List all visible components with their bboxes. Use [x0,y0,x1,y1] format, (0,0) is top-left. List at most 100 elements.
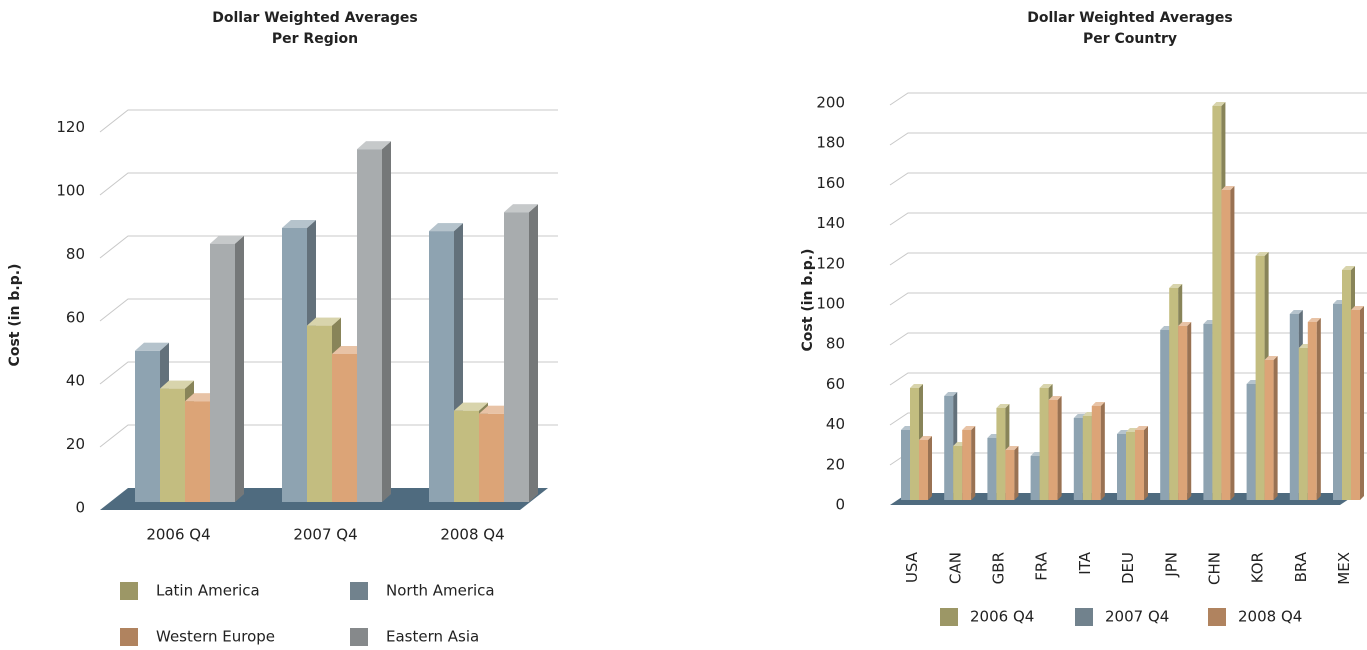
x-tick-label: 2007 Q4 [293,526,357,544]
bar [1126,432,1135,500]
bar [1030,456,1040,500]
bar [987,438,997,500]
bar-top-shade [160,380,194,389]
y-tick-label: 200 [816,94,845,112]
bars [135,141,538,502]
legend-swatch-shade [940,608,958,626]
bar-top [910,384,923,388]
y-tick-label: 120 [816,254,845,272]
bar-top-shade [1135,426,1148,430]
x-tick-label: GBR [990,552,1008,584]
bar [953,446,963,500]
legend-label: Eastern Asia [386,628,479,646]
legend-label: 2007 Q4 [1105,608,1169,626]
bar [1135,430,1144,500]
bar [910,388,919,500]
bar-top-shade [1212,102,1226,106]
bar [1048,400,1058,500]
bar [1342,270,1351,500]
bar-side-shade [1230,186,1235,500]
bar-top [210,235,244,244]
legend-swatch-shade [120,582,138,600]
bar [429,231,454,502]
y-tick-label: 20 [826,455,845,473]
chart-title: Dollar Weighted Averages [212,10,418,26]
bar-top [357,141,391,150]
bar-side [235,235,244,502]
bar-top-shade [919,436,932,440]
bar-3d [1264,356,1278,500]
bar-top [1039,384,1053,388]
legend-swatch [350,582,368,600]
bar-top-shade [454,402,488,411]
bar-3d [1135,426,1148,500]
bar-3d [135,342,169,502]
bar-top [504,204,538,213]
y-tick-label: 20 [66,435,85,453]
x-tick-label: CHN [1206,552,1224,585]
y-tick-label: 160 [816,174,845,192]
bar-top [1169,284,1183,288]
y-tick-label: 0 [75,499,85,517]
bar [1160,330,1170,500]
bar-top [996,404,1010,408]
bar [1178,326,1188,500]
bar [357,149,382,502]
legend-label: 2008 Q4 [1238,608,1302,626]
bar-top-shade [307,317,341,326]
bar-top [135,342,169,351]
x-tick-label: 2006 Q4 [146,526,210,544]
bar-3d [1307,318,1321,500]
bar [1039,388,1049,500]
y-tick-label: 100 [816,295,845,313]
bar [135,350,160,502]
bar [185,401,210,502]
bar-top-shade [1091,402,1105,406]
bar-top [1005,446,1019,450]
bar-3d [919,436,932,500]
grid-line [99,172,558,196]
grid-line [889,92,1367,106]
x-tick-label: FRA [1033,551,1051,580]
bar-top [1307,318,1321,322]
bar [454,410,479,502]
bar-side [1316,318,1321,500]
bar [944,396,954,500]
bar-top [160,380,194,389]
bar [332,353,357,502]
bar-3d [1351,306,1364,500]
chart: Dollar Weighted Averages Per Country Cost … [800,10,1367,626]
bar-top [1255,252,1269,256]
bar [962,430,972,500]
y-axis-title: Cost (in b.p.) [800,249,816,352]
bar-side-shade [1273,356,1278,500]
bar-side [1057,396,1062,500]
bar [1333,304,1342,500]
grid-line [99,361,558,385]
bar-side-shade [1144,426,1148,500]
bar-side [529,204,538,502]
bar-top-shade [504,204,538,213]
bar-top [1135,426,1148,430]
bar-side [1360,306,1364,500]
bar-side [1014,446,1019,500]
bar-top-shade [1221,186,1235,190]
y-tick-label: 120 [56,118,85,136]
y-tick-label: 60 [826,375,845,393]
legend-swatch [120,582,138,600]
bar-side [1144,426,1148,500]
chart-subtitle: Per Country [1083,31,1177,47]
bar-side-shade [529,204,538,502]
bar-top-shade [135,342,169,351]
chart: Dollar Weighted Averages Per Region Cost (… [7,10,558,646]
bar [1221,190,1231,500]
bar-top-shade [996,404,1010,408]
bar [996,408,1006,500]
bar-side-shade [382,141,391,502]
y-tick-label: 80 [66,245,85,263]
bar-side [971,426,976,500]
bar [1264,360,1274,500]
bar-top-shade [357,141,391,150]
bar [1091,406,1101,500]
bar-top [1091,402,1105,406]
